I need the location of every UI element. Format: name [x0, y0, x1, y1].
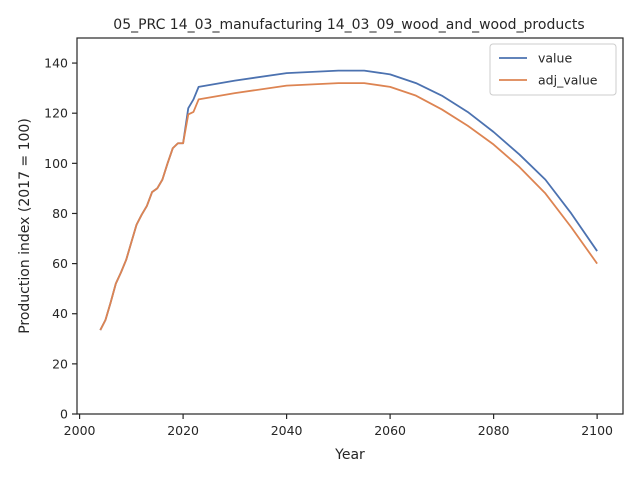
x-tick-label: 2000	[64, 423, 96, 438]
x-tick-label: 2080	[478, 423, 510, 438]
x-tick-label: 2020	[167, 423, 199, 438]
x-tick-label: 2060	[374, 423, 406, 438]
plot-frame	[76, 37, 624, 415]
x-tick-label: 2040	[271, 423, 303, 438]
y-tick-label: 120	[44, 106, 68, 121]
x-axis-ticks: 2000 2020 2040 2060 2080 2100	[64, 414, 613, 438]
series-line-value	[99, 69, 598, 331]
series-line-adj-value	[99, 82, 598, 331]
y-tick-label: 60	[52, 256, 68, 271]
y-tick-label: 80	[52, 206, 68, 221]
legend-label-adj-value: adj_value	[538, 73, 598, 88]
legend-box	[489, 43, 617, 96]
x-axis-label: Year	[334, 447, 365, 463]
plot-lines	[99, 69, 598, 331]
y-tick-label: 100	[44, 156, 68, 171]
y-tick-label: 20	[52, 356, 68, 371]
chart-title: 05_PRC 14_03_manufacturing 14_03_09_wood…	[113, 17, 584, 33]
legend: value adj_value	[489, 43, 617, 96]
y-tick-label: 0	[60, 407, 68, 422]
y-axis-ticks: 0 20 40 60 80 100 120 140	[44, 56, 77, 422]
y-tick-label: 140	[44, 56, 68, 71]
legend-label-value: value	[538, 51, 572, 66]
y-axis-label: Production index (2017 = 100)	[17, 118, 33, 334]
x-tick-label: 2100	[581, 423, 613, 438]
y-tick-label: 40	[52, 306, 68, 321]
